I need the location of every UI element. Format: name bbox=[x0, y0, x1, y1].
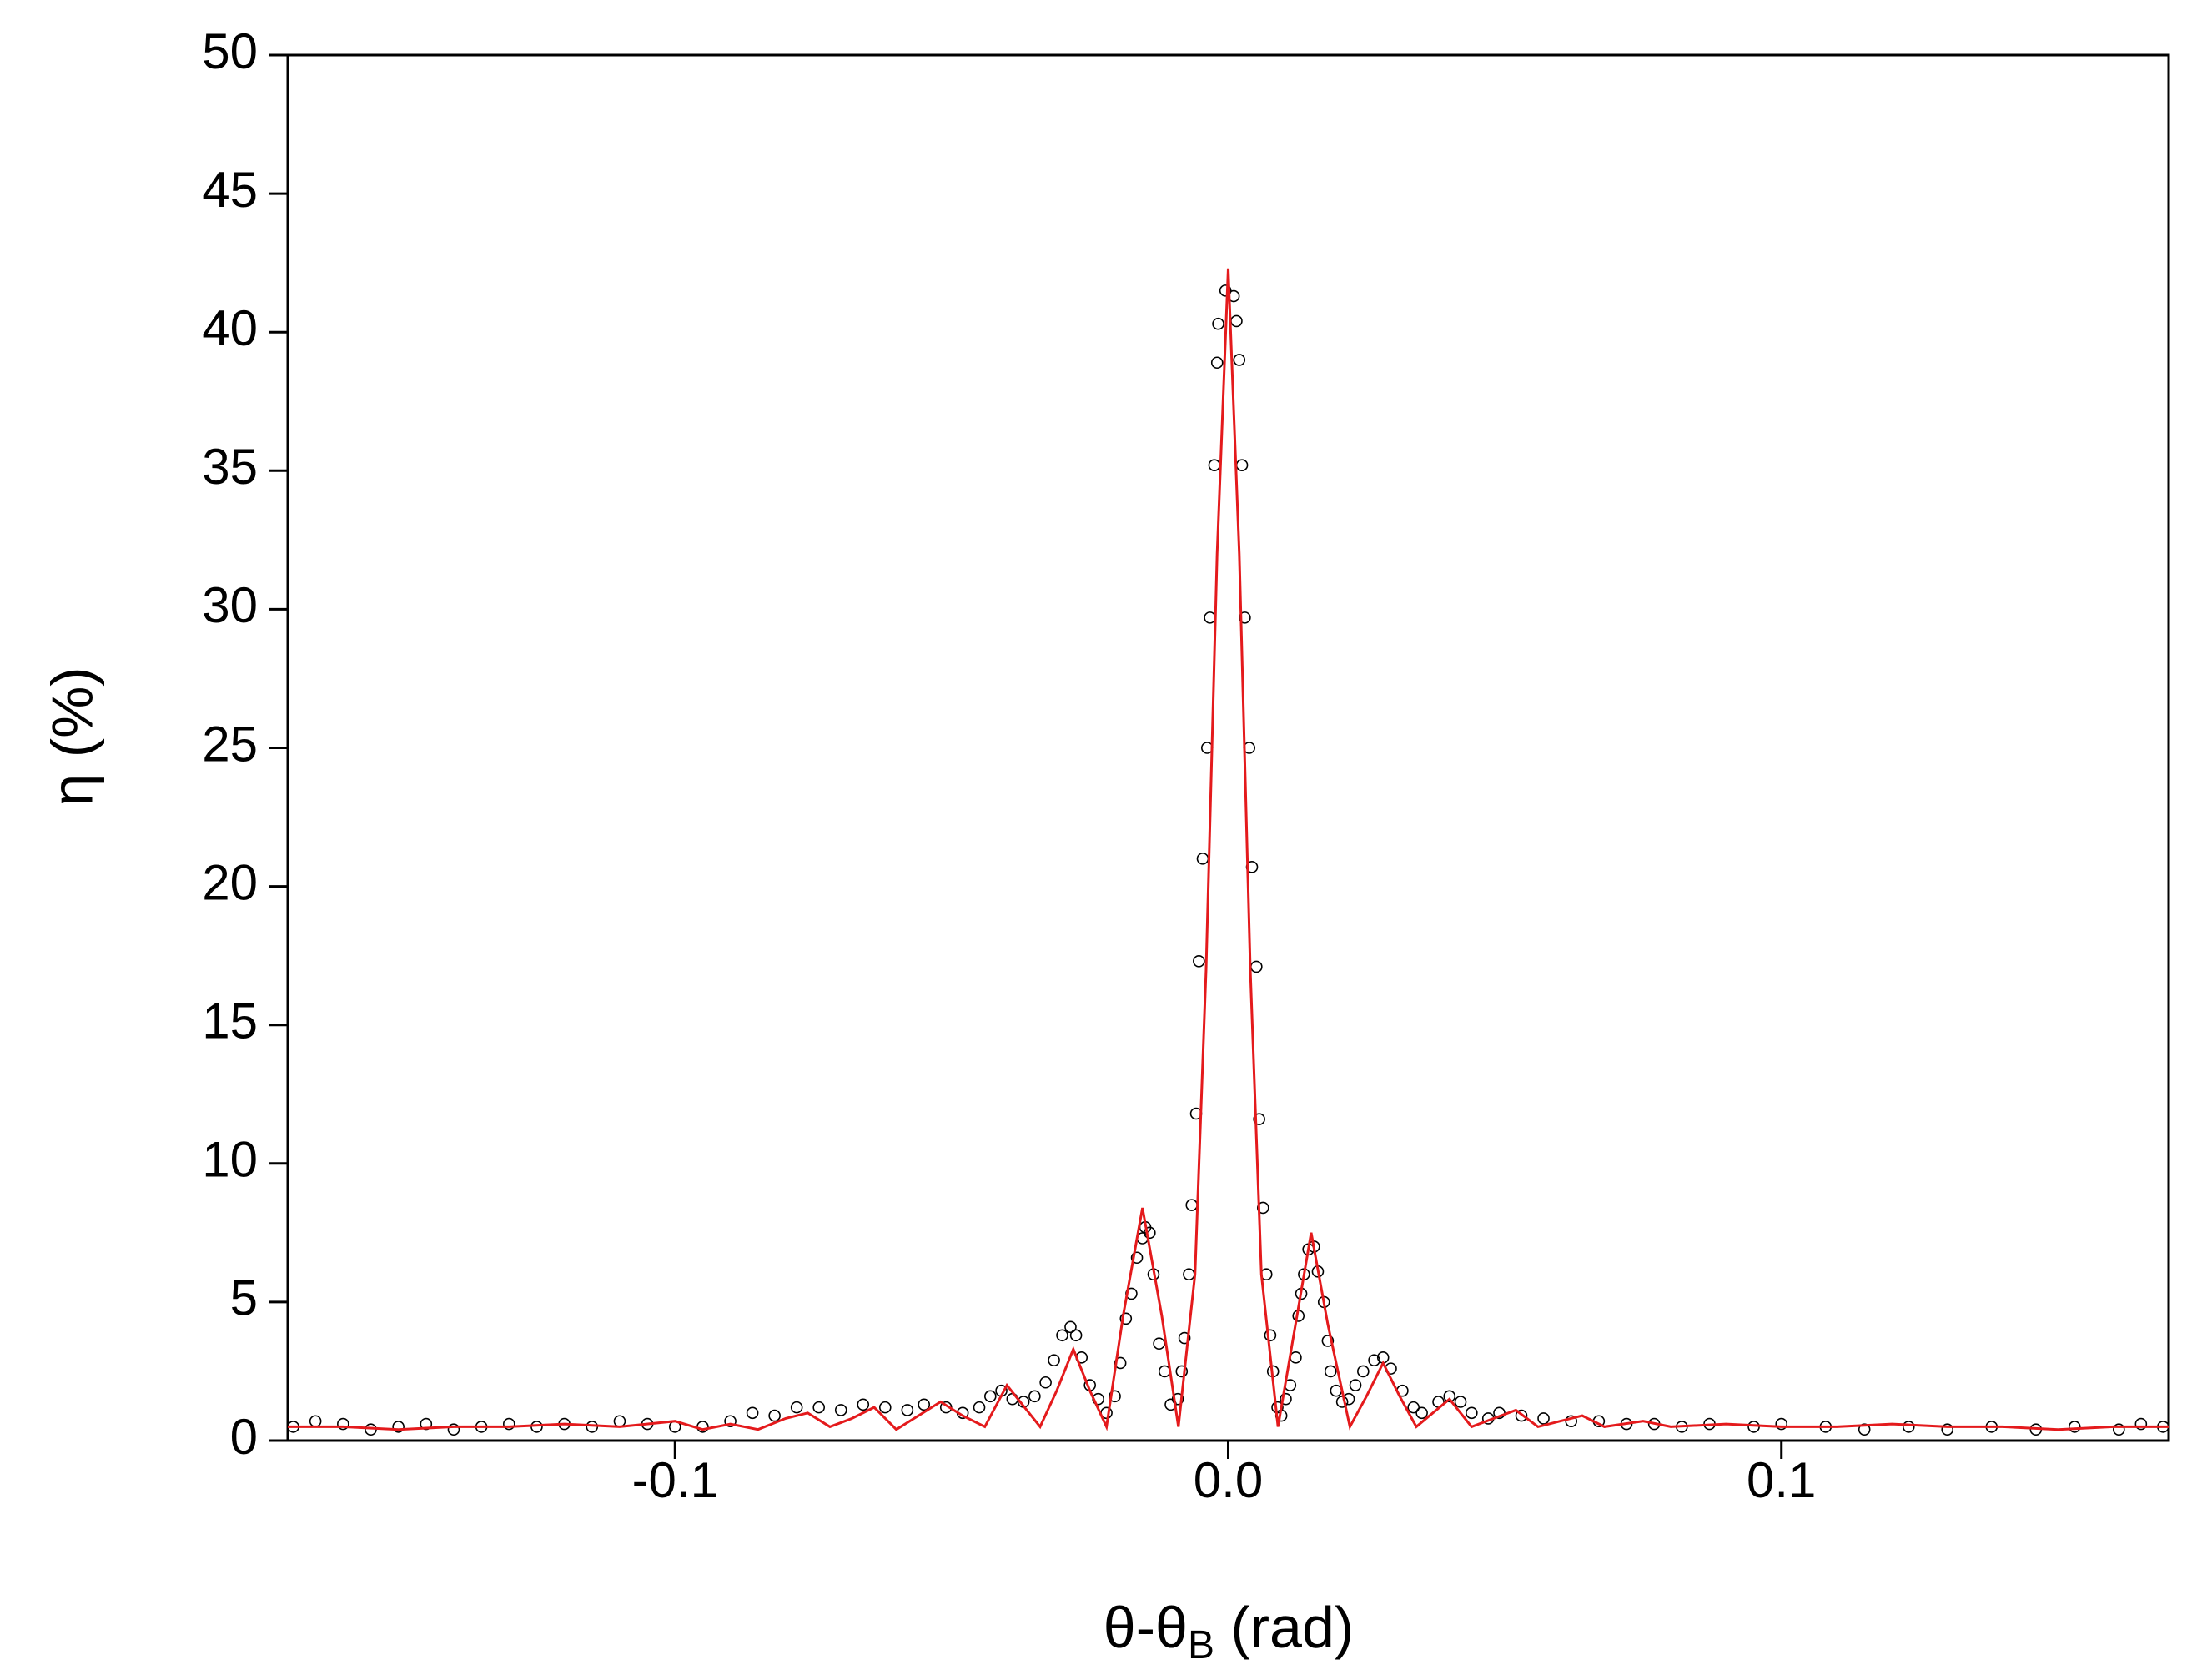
data-point bbox=[901, 1404, 914, 1416]
data-point bbox=[447, 1423, 460, 1436]
data-point bbox=[1235, 459, 1249, 471]
data-point bbox=[1515, 1409, 1528, 1422]
data-point bbox=[1321, 1335, 1335, 1347]
data-point bbox=[1902, 1421, 1915, 1433]
data-point bbox=[1466, 1406, 1478, 1420]
data-point bbox=[1537, 1412, 1550, 1425]
data-point bbox=[1130, 1251, 1144, 1265]
data-point bbox=[1349, 1379, 1362, 1391]
data-point bbox=[973, 1401, 986, 1414]
data-point bbox=[984, 1390, 997, 1403]
data-point bbox=[502, 1417, 515, 1431]
data-point bbox=[1193, 954, 1205, 968]
data-point bbox=[1415, 1406, 1428, 1420]
y-tick-label: 30 bbox=[202, 577, 258, 633]
y-tick-label: 35 bbox=[202, 439, 258, 495]
x-tick-label: 0.0 bbox=[1194, 1452, 1263, 1508]
data-point bbox=[1324, 1365, 1337, 1378]
x-axis-title: θ-θB (rad) bbox=[1104, 1595, 1354, 1667]
data-point bbox=[1493, 1406, 1506, 1420]
data-point bbox=[1185, 1199, 1199, 1211]
data-point bbox=[1056, 1329, 1068, 1342]
data-point bbox=[1280, 1392, 1292, 1406]
data-point bbox=[834, 1404, 847, 1416]
data-point bbox=[1204, 611, 1216, 624]
data-point bbox=[1454, 1396, 1467, 1408]
data-point bbox=[337, 1417, 349, 1431]
x-tick-label: -0.1 bbox=[632, 1452, 718, 1508]
y-tick-label: 50 bbox=[202, 23, 258, 79]
y-tick-label: 40 bbox=[202, 300, 258, 356]
fit-line bbox=[288, 268, 2169, 1431]
data-point bbox=[1357, 1365, 1370, 1378]
data-point bbox=[1239, 611, 1251, 624]
x-axis-title-part: θ-θ bbox=[1104, 1595, 1188, 1660]
data-point bbox=[1175, 1365, 1189, 1378]
data-point bbox=[1290, 1351, 1302, 1364]
x-axis-title-part: (rad) bbox=[1214, 1595, 1354, 1660]
plot-frame bbox=[286, 53, 2170, 1442]
data-point bbox=[1208, 459, 1221, 471]
data-point bbox=[768, 1409, 781, 1422]
data-point bbox=[1196, 853, 1209, 865]
data-point bbox=[2068, 1421, 2081, 1433]
data-point bbox=[1028, 1390, 1041, 1403]
y-axis-title: η (%) bbox=[39, 666, 104, 806]
data-point bbox=[1256, 1201, 1269, 1215]
x-tick-label: 0.1 bbox=[1747, 1452, 1816, 1508]
x-axis-title-subscript: B bbox=[1188, 1623, 1214, 1667]
y-tick-label: 25 bbox=[202, 716, 258, 772]
data-point bbox=[2113, 1423, 2125, 1436]
data-point bbox=[1212, 317, 1224, 330]
data-point bbox=[724, 1415, 737, 1428]
data-point bbox=[1183, 1268, 1195, 1280]
y-tick-label: 5 bbox=[230, 1270, 258, 1326]
y-tick-label: 15 bbox=[202, 993, 258, 1049]
data-point bbox=[1941, 1423, 1954, 1436]
data-point bbox=[1069, 1329, 1083, 1342]
data-point bbox=[613, 1415, 626, 1428]
data-point bbox=[857, 1398, 870, 1411]
data-point bbox=[1858, 1423, 1871, 1436]
data-point bbox=[1407, 1401, 1420, 1414]
data-point bbox=[1443, 1390, 1456, 1403]
data-point bbox=[1253, 1113, 1265, 1125]
data-point bbox=[1368, 1354, 1380, 1366]
data-point bbox=[918, 1398, 931, 1411]
data-point bbox=[1264, 1329, 1277, 1342]
data-point bbox=[1565, 1415, 1578, 1428]
y-tick-label: 10 bbox=[202, 1132, 258, 1188]
data-point bbox=[420, 1417, 433, 1431]
data-point bbox=[1233, 354, 1246, 366]
data-point bbox=[1330, 1384, 1343, 1397]
y-tick-label: 0 bbox=[230, 1409, 258, 1465]
data-point bbox=[790, 1401, 803, 1414]
y-tick-label: 20 bbox=[202, 854, 258, 910]
data-point bbox=[1144, 1226, 1156, 1240]
data-point bbox=[1219, 284, 1232, 297]
data-point bbox=[1210, 356, 1224, 370]
data-point bbox=[1775, 1417, 1788, 1431]
data-point bbox=[1119, 1312, 1133, 1325]
data-point bbox=[392, 1421, 405, 1433]
data-point bbox=[1109, 1390, 1121, 1403]
data-point bbox=[1039, 1376, 1052, 1389]
data-point bbox=[1048, 1354, 1060, 1366]
data-point bbox=[1064, 1320, 1077, 1334]
data-point bbox=[746, 1406, 759, 1420]
data-point bbox=[812, 1401, 826, 1414]
data-point bbox=[1230, 314, 1243, 328]
data-point bbox=[2134, 1417, 2148, 1431]
data-point bbox=[1153, 1337, 1165, 1351]
data-point bbox=[1250, 960, 1263, 973]
data-point bbox=[1171, 1392, 1184, 1406]
y-tick-label: 45 bbox=[202, 162, 258, 218]
data-point bbox=[309, 1415, 322, 1428]
data-point bbox=[1178, 1331, 1191, 1345]
data-point bbox=[878, 1401, 892, 1414]
